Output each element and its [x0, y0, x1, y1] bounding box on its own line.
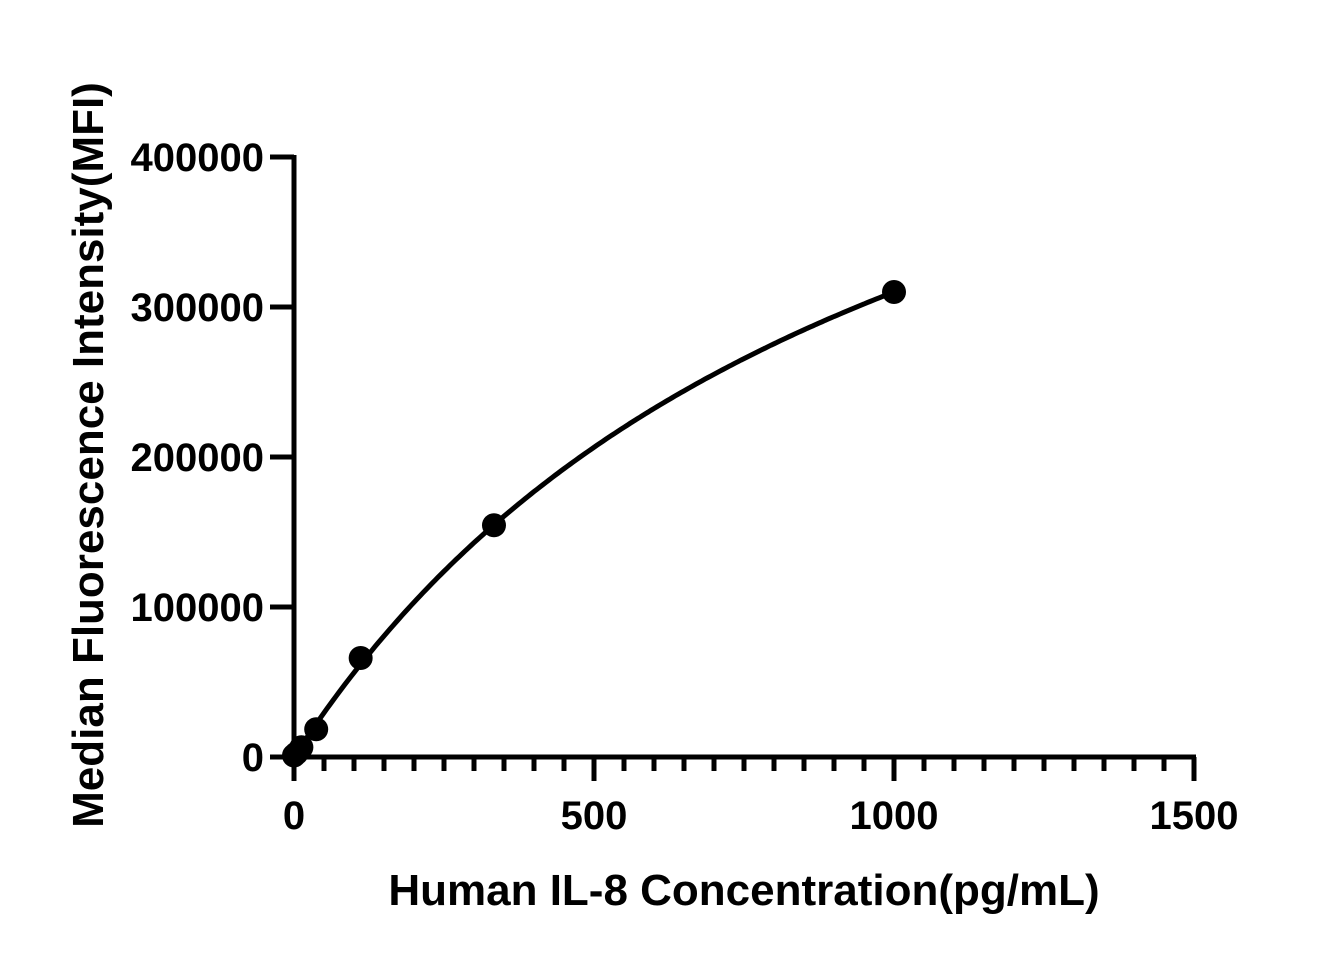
x-tick-label: 1000 [850, 794, 939, 838]
data-point [348, 646, 373, 670]
axes: 0 500 1000 1500 0 100000 200000 300000 400000 [131, 136, 1239, 838]
data-point [289, 735, 314, 760]
y-tick-label: 100000 [131, 586, 264, 630]
y-tick-label: 400000 [131, 136, 264, 180]
data-point [304, 717, 329, 742]
data-point [481, 513, 506, 538]
y-axis-label: Median Fluorescence Intensity(MFI) [64, 82, 113, 828]
y-tick-label: 0 [242, 736, 264, 780]
data-points [282, 280, 906, 768]
y-tick-label: 200000 [131, 436, 264, 480]
x-tick-label: 0 [283, 794, 305, 838]
y-tick-label: 300000 [131, 286, 264, 330]
x-axis-label: Human IL-8 Concentration(pg/mL) [388, 866, 1099, 915]
x-tick-label: 500 [561, 794, 628, 838]
data-point [882, 280, 906, 304]
fit-curve [291, 289, 895, 759]
x-tick-label: 1500 [1150, 794, 1239, 838]
